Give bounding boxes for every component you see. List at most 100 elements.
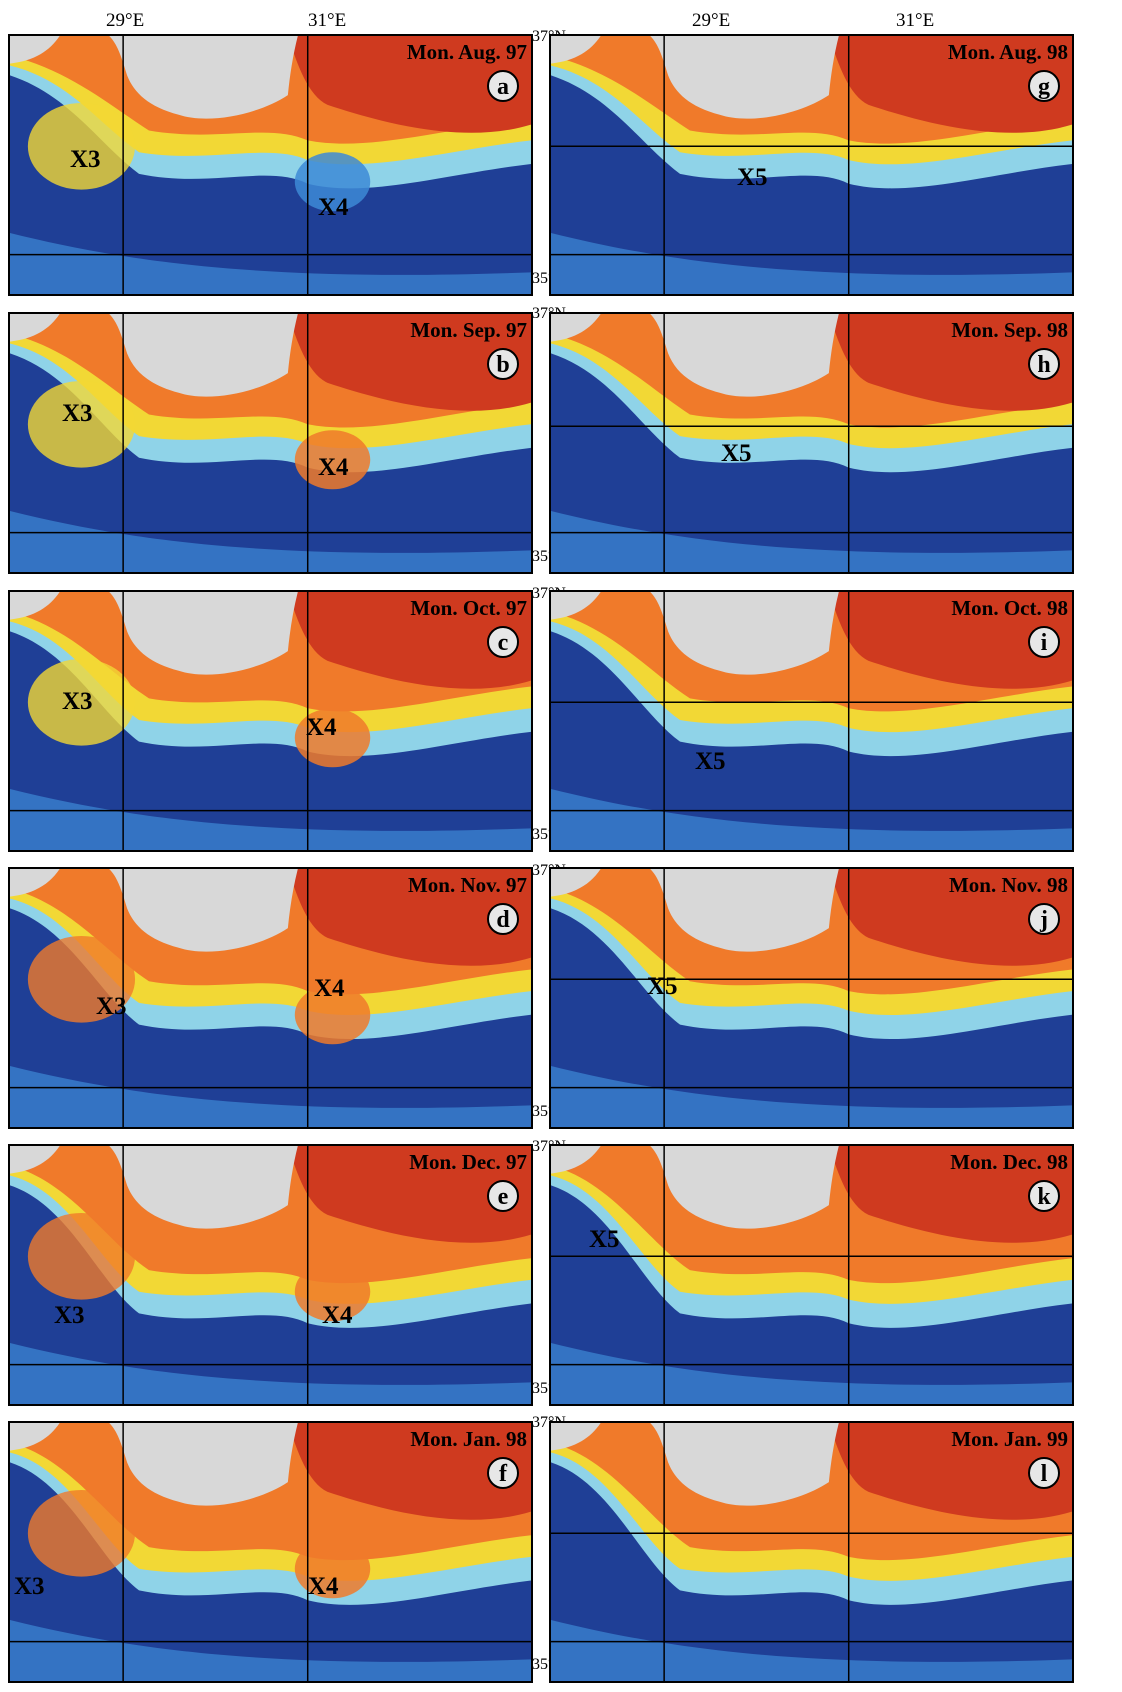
feature-label-x5: X5	[737, 164, 768, 191]
feature-label-x5: X5	[647, 973, 678, 1000]
mid-water	[551, 1619, 1072, 1681]
land-turkey	[10, 1423, 531, 1506]
feature-label-x3: X3	[54, 1302, 85, 1329]
panel-date-title: Mon. Oct. 97	[410, 596, 527, 620]
feature-label-x4: X4	[318, 194, 349, 221]
panel-date-title: Mon. Aug. 98	[947, 40, 1068, 64]
map-panel-h: Mon. Sep. 98 h X5	[549, 312, 1074, 574]
map-panel-d: Mon. Nov. 97 d X3 X4	[8, 867, 533, 1129]
feature-label-x3: X3	[70, 146, 101, 173]
core-band	[828, 314, 1072, 411]
panel-letter-badge: b	[487, 348, 519, 380]
eddy-x4	[294, 1262, 371, 1322]
panel-letter-badge: c	[487, 626, 519, 658]
land-turkey	[551, 314, 1072, 397]
eddy-x4	[294, 985, 371, 1045]
land-west	[10, 1423, 60, 1451]
core-band	[828, 36, 1072, 133]
feature-label-x4: X4	[322, 1302, 353, 1329]
core-band	[287, 36, 531, 133]
eddy-x3	[27, 658, 136, 746]
land-west	[551, 869, 601, 897]
land-west	[551, 314, 601, 342]
panel-letter-badge: e	[487, 1180, 519, 1212]
panel-date-title: Mon. Nov. 98	[948, 873, 1068, 897]
core-band	[287, 1423, 531, 1520]
feature-label-x5: X5	[721, 440, 752, 467]
land-west	[551, 592, 601, 620]
eddy-x3	[27, 1212, 136, 1300]
panel-letter-badge: l	[1028, 1457, 1060, 1489]
lon-label-29e-left: 29°E	[106, 10, 145, 31]
eddy-x4	[294, 430, 371, 490]
land-west	[10, 869, 60, 897]
sst-map	[551, 1423, 1072, 1681]
land-turkey	[10, 314, 531, 397]
land-west	[551, 1146, 601, 1174]
core-band	[828, 1423, 1072, 1520]
land-turkey	[551, 1423, 1072, 1506]
feature-label-x4: X4	[314, 975, 345, 1002]
panel-letter-badge: d	[487, 903, 519, 935]
sst-map	[551, 314, 1072, 572]
core-band	[287, 1146, 531, 1243]
panel-letter-badge: f	[487, 1457, 519, 1489]
lon-label-31e-right: 31°E	[896, 10, 935, 31]
land-west	[10, 36, 60, 64]
mid-water	[10, 1619, 531, 1681]
eddy-x4	[294, 708, 371, 768]
panel-letter-badge: g	[1028, 70, 1060, 102]
mid-water	[551, 232, 1072, 294]
eddy-x3	[27, 1489, 136, 1577]
map-panel-e: Mon. Dec. 97 e X3 X4	[8, 1144, 533, 1406]
feature-label-x3: X3	[14, 1573, 45, 1600]
land-west	[551, 36, 601, 64]
feature-label-x3: X3	[62, 688, 93, 715]
map-panel-a: Mon. Aug. 97 a X3 X4	[8, 34, 533, 296]
panel-date-title: Mon. Aug. 97	[406, 40, 527, 64]
map-panel-g: Mon. Aug. 98 g X5	[549, 34, 1074, 296]
land-west	[551, 1423, 601, 1451]
mid-water	[10, 1065, 531, 1127]
panel-date-title: Mon. Nov. 97	[407, 873, 527, 897]
sst-map	[551, 36, 1072, 294]
land-west	[10, 592, 60, 620]
panel-letter-badge: i	[1028, 626, 1060, 658]
eddy-x3	[27, 935, 136, 1023]
map-panel-b: Mon. Sep. 97 b X3 X4	[8, 312, 533, 574]
map-panel-j: Mon. Nov. 98 j X5	[549, 867, 1074, 1129]
land-turkey	[10, 36, 531, 119]
mid-water	[10, 232, 531, 294]
panel-letter-badge: j	[1028, 903, 1060, 935]
feature-label-x4: X4	[318, 454, 349, 481]
core-band	[828, 1146, 1072, 1243]
map-panel-l: Mon. Jan. 99 l	[549, 1421, 1074, 1683]
mid-water	[10, 788, 531, 850]
panel-date-title: Mon. Sep. 98	[951, 318, 1068, 342]
core-band	[287, 314, 531, 411]
lon-label-29e-right: 29°E	[692, 10, 731, 31]
feature-label-x4: X4	[308, 1573, 339, 1600]
feature-label-x3: X3	[96, 993, 127, 1020]
panel-date-title: Mon. Sep. 97	[410, 318, 527, 342]
mid-water	[551, 1342, 1072, 1404]
lon-label-31e-left: 31°E	[308, 10, 347, 31]
mid-water	[551, 1065, 1072, 1127]
feature-label-x4: X4	[306, 714, 337, 741]
sst-map	[551, 592, 1072, 850]
mid-water	[551, 510, 1072, 572]
eddy-x3	[27, 380, 136, 468]
eddy-x4	[294, 152, 371, 212]
sst-map	[10, 314, 531, 572]
sst-map	[10, 1146, 531, 1404]
eddy-x4	[294, 1539, 371, 1599]
land-turkey	[10, 869, 531, 952]
land-turkey	[551, 36, 1072, 119]
panel-letter-badge: a	[487, 70, 519, 102]
panel-letter-badge: k	[1028, 1180, 1060, 1212]
sst-map	[10, 869, 531, 1127]
core-band	[287, 592, 531, 689]
core-band	[287, 869, 531, 966]
map-panel-k: Mon. Dec. 98 k X5	[549, 1144, 1074, 1406]
feature-label-x5: X5	[589, 1226, 620, 1253]
